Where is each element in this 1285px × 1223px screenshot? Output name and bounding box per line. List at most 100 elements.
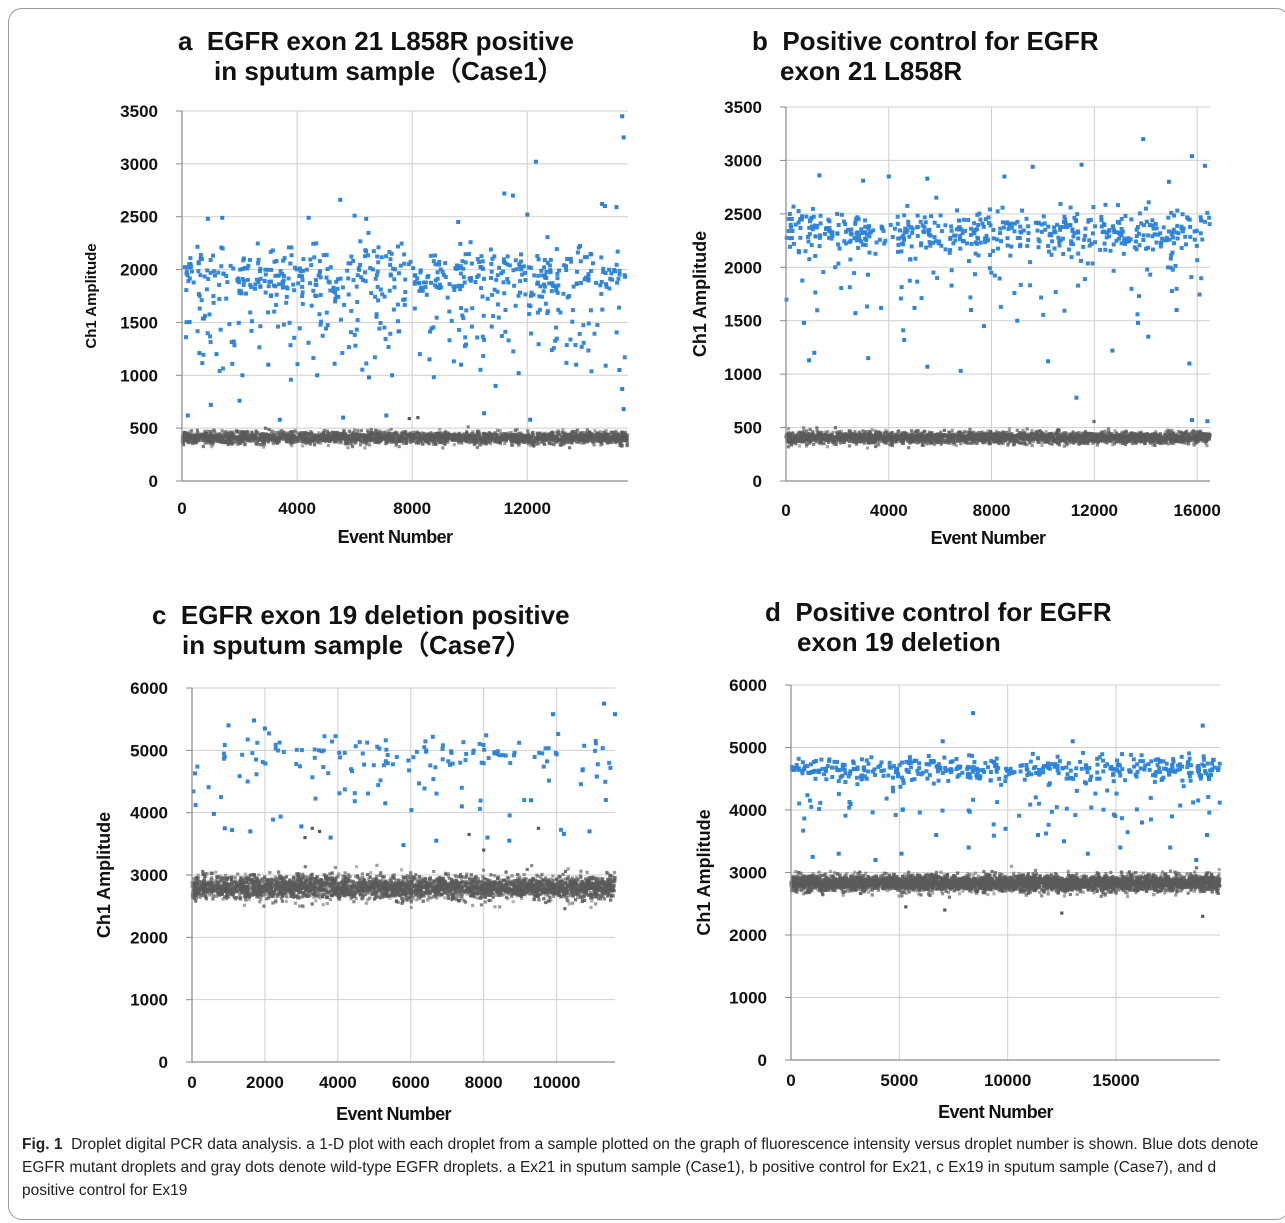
wild_type-droplet-point bbox=[624, 436, 628, 440]
mutant-droplet-point bbox=[959, 227, 964, 232]
wild_type-droplet-point bbox=[375, 437, 379, 441]
mutant-droplet-point bbox=[461, 316, 466, 321]
wild_type-droplet-point bbox=[492, 439, 497, 443]
wild_type-droplet-point bbox=[573, 430, 577, 434]
wild_type-droplet-point bbox=[587, 430, 591, 434]
wild_type-droplet-point bbox=[216, 432, 220, 436]
mutant-droplet-point bbox=[1123, 214, 1128, 218]
mutant-droplet-point bbox=[373, 294, 378, 299]
wild_type-droplet-point bbox=[624, 434, 628, 438]
mutant-droplet-point bbox=[809, 243, 814, 248]
mutant-droplet-point bbox=[1160, 236, 1165, 241]
mutant-droplet-point bbox=[406, 262, 411, 267]
mutant-droplet-point bbox=[184, 320, 189, 325]
wild_type-droplet-point bbox=[389, 427, 393, 431]
wild_type-droplet-point bbox=[540, 440, 544, 444]
wild_type-droplet-point bbox=[439, 433, 443, 437]
mutant-droplet-point bbox=[985, 238, 990, 243]
mutant-droplet-point bbox=[935, 276, 940, 280]
mutant-droplet-point bbox=[843, 222, 848, 227]
wild_type-droplet-point bbox=[380, 437, 384, 441]
mutant-droplet-point bbox=[196, 269, 201, 274]
mutant-droplet-point bbox=[537, 294, 542, 299]
mutant-droplet-point bbox=[925, 176, 930, 181]
mutant-droplet-point bbox=[586, 277, 591, 282]
mutant-droplet-point bbox=[308, 281, 312, 286]
wild_type-droplet-point bbox=[201, 444, 205, 449]
mutant-droplet-point bbox=[276, 273, 281, 278]
wild_type-droplet-point bbox=[418, 435, 422, 439]
mutant-droplet-point bbox=[903, 226, 908, 231]
wild_type-droplet-point bbox=[532, 439, 537, 443]
wild_type-droplet-point bbox=[313, 437, 317, 441]
mutant-droplet-point bbox=[1020, 208, 1025, 213]
wild_type-droplet-point bbox=[513, 428, 517, 432]
wild_type-droplet-point bbox=[403, 436, 407, 440]
wild_type-droplet-point bbox=[399, 433, 403, 437]
mutant-droplet-point bbox=[800, 214, 805, 219]
wild_type-droplet-point bbox=[211, 443, 215, 447]
mutant-droplet-point bbox=[1114, 230, 1119, 235]
wild_type-droplet-point bbox=[390, 432, 394, 436]
mutant-droplet-point bbox=[983, 217, 988, 222]
mutant-droplet-point bbox=[187, 320, 192, 324]
mutant-droplet-point bbox=[586, 274, 591, 279]
mutant-droplet-point bbox=[282, 256, 287, 261]
mutant-droplet-point bbox=[320, 333, 325, 338]
wild_type-droplet-point bbox=[549, 438, 553, 442]
wild_type-droplet-point bbox=[437, 439, 441, 443]
wild_type-droplet-point bbox=[359, 439, 363, 443]
mutant-droplet-point bbox=[943, 223, 948, 228]
mutant-droplet-point bbox=[592, 331, 597, 336]
wild_type-droplet-point bbox=[365, 428, 370, 432]
wild_type-droplet-point bbox=[237, 430, 241, 434]
mutant-droplet-point bbox=[972, 231, 977, 236]
wild_type-droplet-point bbox=[263, 434, 267, 438]
wild_type-droplet-point bbox=[388, 439, 392, 443]
mutant-droplet-point bbox=[969, 241, 974, 246]
mutant-droplet-point bbox=[784, 235, 789, 240]
mutant-droplet-point bbox=[789, 217, 794, 221]
mutant-droplet-point bbox=[1012, 291, 1017, 295]
mutant-droplet-point bbox=[922, 230, 927, 235]
wild_type-droplet-point bbox=[541, 441, 546, 445]
wild_type-droplet-point bbox=[1176, 432, 1180, 436]
wild_type-droplet-point bbox=[786, 445, 791, 449]
mutant-droplet-point bbox=[489, 324, 494, 329]
mutant-droplet-point bbox=[1129, 217, 1134, 222]
wild_type-droplet-point bbox=[478, 442, 482, 446]
mutant-droplet-point bbox=[389, 251, 394, 256]
wild_type-droplet-point bbox=[516, 431, 521, 436]
wild_type-droplet-point bbox=[572, 437, 576, 441]
mutant-droplet-point bbox=[1205, 419, 1210, 424]
mutant-droplet-point bbox=[953, 238, 958, 243]
mutant-droplet-point bbox=[256, 280, 261, 284]
mutant-droplet-point bbox=[1200, 237, 1205, 242]
mutant-droplet-point bbox=[276, 324, 280, 329]
mutant-droplet-point bbox=[338, 317, 343, 322]
mutant-droplet-point bbox=[932, 220, 937, 225]
mutant-droplet-point bbox=[813, 254, 818, 258]
mutant-droplet-point bbox=[274, 303, 279, 307]
mutant-droplet-point bbox=[1079, 162, 1084, 167]
wild_type-droplet-point bbox=[320, 434, 324, 438]
mutant-droplet-point bbox=[867, 250, 872, 255]
mutant-droplet-point bbox=[1103, 202, 1108, 207]
mutant-droplet-point bbox=[501, 257, 506, 262]
mutant-droplet-point bbox=[502, 191, 507, 196]
mutant-droplet-point bbox=[211, 300, 216, 305]
mutant-droplet-point bbox=[297, 326, 302, 331]
wild_type-droplet-point bbox=[271, 436, 275, 440]
mutant-droplet-point bbox=[613, 269, 617, 274]
wild_type-droplet-point bbox=[584, 431, 588, 435]
mutant-droplet-point bbox=[836, 223, 841, 227]
mutant-droplet-point bbox=[871, 228, 876, 233]
mutant-droplet-point bbox=[291, 282, 296, 287]
mutant-droplet-point bbox=[1170, 267, 1175, 272]
wild_type-droplet-point bbox=[805, 442, 809, 446]
mutant-droplet-point bbox=[462, 344, 467, 349]
mutant-droplet-point bbox=[244, 291, 248, 296]
wild_type-droplet-point bbox=[462, 435, 466, 439]
mutant-droplet-point bbox=[1015, 219, 1020, 224]
mutant-droplet-point bbox=[527, 303, 531, 308]
